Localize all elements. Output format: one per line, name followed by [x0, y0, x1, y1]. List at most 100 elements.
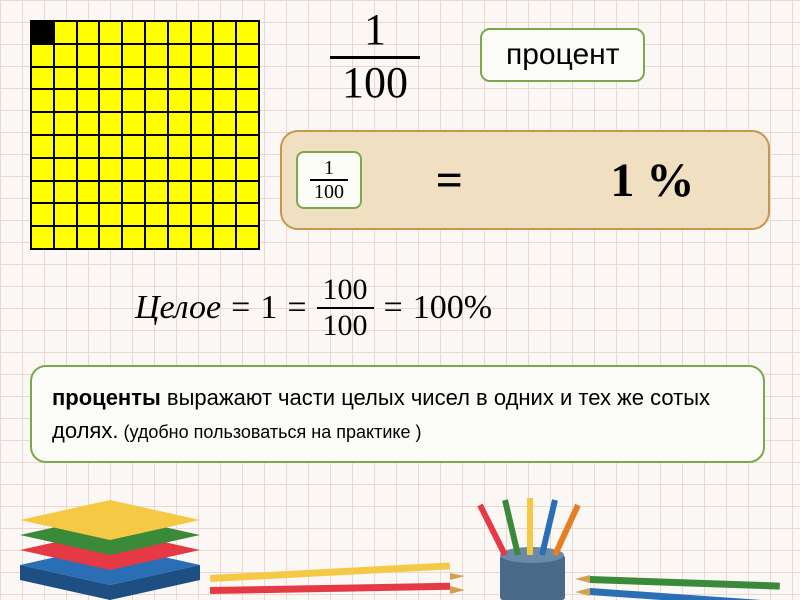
grid-cell — [169, 90, 190, 111]
grid-cell — [78, 22, 99, 43]
grid-cell — [123, 204, 144, 225]
grid-cell — [32, 68, 53, 89]
grid-cell — [55, 204, 76, 225]
hundred-fraction: 100 100 — [317, 275, 374, 341]
definition-box: проценты выражают части целых чисел в од… — [30, 365, 765, 463]
grid-cell — [214, 113, 235, 134]
grid-cell — [123, 68, 144, 89]
grid-cell — [146, 227, 167, 248]
grid-cell — [192, 113, 213, 134]
grid-cell — [78, 68, 99, 89]
grid-cell — [214, 204, 235, 225]
grid-cell — [32, 227, 53, 248]
grid-cell — [100, 113, 121, 134]
grid-cell — [123, 45, 144, 66]
big-fraction: 1 100 — [330, 8, 420, 105]
grid-cell — [169, 227, 190, 248]
grid-cell — [146, 182, 167, 203]
grid-cell — [192, 204, 213, 225]
grid-cell — [169, 68, 190, 89]
eq1: = — [231, 289, 250, 327]
grid-cell — [237, 113, 258, 134]
grid-cell — [146, 159, 167, 180]
grid-cell — [123, 227, 144, 248]
grid-cell — [237, 204, 258, 225]
grid-cell — [237, 22, 258, 43]
grid-cell — [32, 204, 53, 225]
fraction-numerator: 1 — [330, 8, 420, 56]
grid-cell — [169, 182, 190, 203]
grid-cell — [192, 90, 213, 111]
grid-cell — [100, 68, 121, 89]
grid-cell — [169, 204, 190, 225]
grid-cell — [55, 113, 76, 134]
grid-cell — [55, 159, 76, 180]
grid-cell — [78, 45, 99, 66]
grid-cell — [214, 22, 235, 43]
def-bold: проценты — [52, 385, 161, 410]
grid-cell — [100, 159, 121, 180]
grid-cell — [100, 204, 121, 225]
grid-cell — [192, 159, 213, 180]
grid-cell — [123, 113, 144, 134]
grid-cell — [55, 22, 76, 43]
grid-cell — [32, 90, 53, 111]
hundred-square-grid — [30, 20, 260, 250]
grid-cell — [214, 136, 235, 157]
grid-cell — [237, 68, 258, 89]
hundred-den: 100 — [317, 309, 374, 341]
grid-cell — [100, 22, 121, 43]
grid-cell — [237, 227, 258, 248]
grid-cell — [123, 159, 144, 180]
grid-cell — [146, 136, 167, 157]
grid-cell — [55, 90, 76, 111]
whole-equation: Целое = 1 = 100 100 = 100% — [135, 275, 492, 341]
grid-cell — [169, 113, 190, 134]
one-percent: 1 % — [610, 153, 694, 208]
grid-cell — [32, 136, 53, 157]
grid-cell — [237, 45, 258, 66]
grid-cell — [32, 45, 53, 66]
grid-cell — [237, 90, 258, 111]
grid-cell — [32, 113, 53, 134]
grid-cell — [123, 22, 144, 43]
grid-cell — [146, 204, 167, 225]
grid-cell — [55, 182, 76, 203]
grid-cell — [214, 45, 235, 66]
grid-cell — [55, 136, 76, 157]
one: 1 — [260, 289, 277, 327]
equation-result: = 1 % — [362, 153, 768, 208]
eq2: = — [287, 289, 306, 327]
grid-cell — [146, 68, 167, 89]
grid-cell — [78, 136, 99, 157]
grid-cell — [123, 90, 144, 111]
grid-cell — [146, 22, 167, 43]
grid-cell — [192, 227, 213, 248]
grid-cell — [78, 90, 99, 111]
grid-cell — [55, 68, 76, 89]
grid-cell — [214, 182, 235, 203]
fraction-denominator: 100 — [330, 59, 420, 105]
grid-cell — [32, 22, 53, 43]
slide-content: 1 100 процент 1 100 = 1 % Целое = 1 = 10… — [0, 0, 800, 600]
grid-cell — [192, 45, 213, 66]
grid-cell — [192, 136, 213, 157]
grid-cell — [78, 227, 99, 248]
grid-cell — [123, 182, 144, 203]
grid-cell — [78, 159, 99, 180]
grid-cell — [146, 45, 167, 66]
def-small: (удобно пользоваться на практике ) — [118, 422, 421, 442]
equals-sign: = — [436, 153, 463, 208]
grid-cell — [237, 159, 258, 180]
grid-cell — [78, 113, 99, 134]
grid-cell — [100, 45, 121, 66]
grid-cell — [169, 159, 190, 180]
grid-cell — [32, 182, 53, 203]
hundred-percent: 100% — [413, 289, 492, 327]
grid-cell — [78, 204, 99, 225]
eq3: = — [384, 289, 403, 327]
grid-cell — [192, 182, 213, 203]
hundred-num: 100 — [317, 275, 374, 309]
equation-bar: 1 100 = 1 % — [280, 130, 770, 230]
grid-cell — [214, 159, 235, 180]
